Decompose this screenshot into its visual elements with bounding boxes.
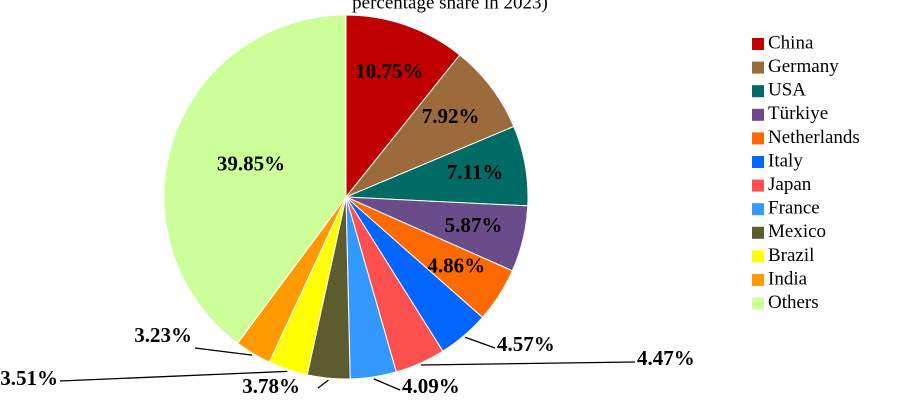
- data-label: 4.47%: [637, 346, 695, 370]
- data-label: 3.78%: [242, 374, 300, 398]
- leader-line: [194, 347, 253, 356]
- legend-label: Others: [768, 292, 819, 313]
- legend-swatch: [752, 85, 764, 98]
- data-label: 3.23%: [134, 323, 192, 347]
- legend-swatch: [752, 297, 764, 310]
- legend-swatch: [752, 203, 764, 216]
- leader-line: [317, 379, 329, 389]
- data-label: 4.57%: [497, 332, 555, 356]
- data-label: 39.85%: [217, 151, 285, 175]
- chart-title: percentage share in 2023): [352, 0, 548, 13]
- legend-label: Türkiye: [768, 103, 828, 124]
- legend-label: Netherlands: [768, 127, 860, 148]
- legend-swatch: [752, 226, 764, 239]
- legend-label: China: [768, 32, 814, 53]
- legend-label: Brazil: [768, 245, 814, 266]
- legend-swatch: [752, 274, 764, 286]
- data-label: 10.75%: [355, 59, 423, 83]
- legend-swatch: [752, 132, 764, 145]
- pie-slice: [163, 14, 347, 344]
- data-label: 4.86%: [427, 254, 485, 278]
- data-label: 7.11%: [447, 160, 504, 184]
- leader-line: [59, 370, 288, 382]
- legend-label: France: [768, 198, 820, 219]
- data-label: 4.09%: [402, 374, 460, 398]
- legend-label: Germany: [768, 56, 839, 77]
- legend-swatch: [752, 250, 764, 263]
- legend-swatch: [752, 156, 764, 168]
- leader-line: [421, 361, 636, 366]
- legend-label: Japan: [768, 174, 812, 195]
- legend-label: India: [768, 268, 808, 289]
- data-label: 7.92%: [422, 104, 480, 128]
- legend-swatch: [752, 61, 764, 74]
- data-label: 5.87%: [445, 213, 503, 237]
- legend-label: USA: [768, 80, 806, 101]
- pie-slice: [345, 14, 461, 199]
- legend-swatch: [752, 108, 764, 121]
- legend-label: Italy: [768, 150, 803, 171]
- legend-swatch: [752, 179, 764, 192]
- pie-slice: [345, 54, 515, 198]
- leader-line: [464, 336, 496, 349]
- legend-label: Mexico: [768, 221, 826, 242]
- data-label: 3.51%: [0, 366, 58, 390]
- leader-line: [373, 378, 401, 391]
- legend-swatch: [752, 38, 764, 50]
